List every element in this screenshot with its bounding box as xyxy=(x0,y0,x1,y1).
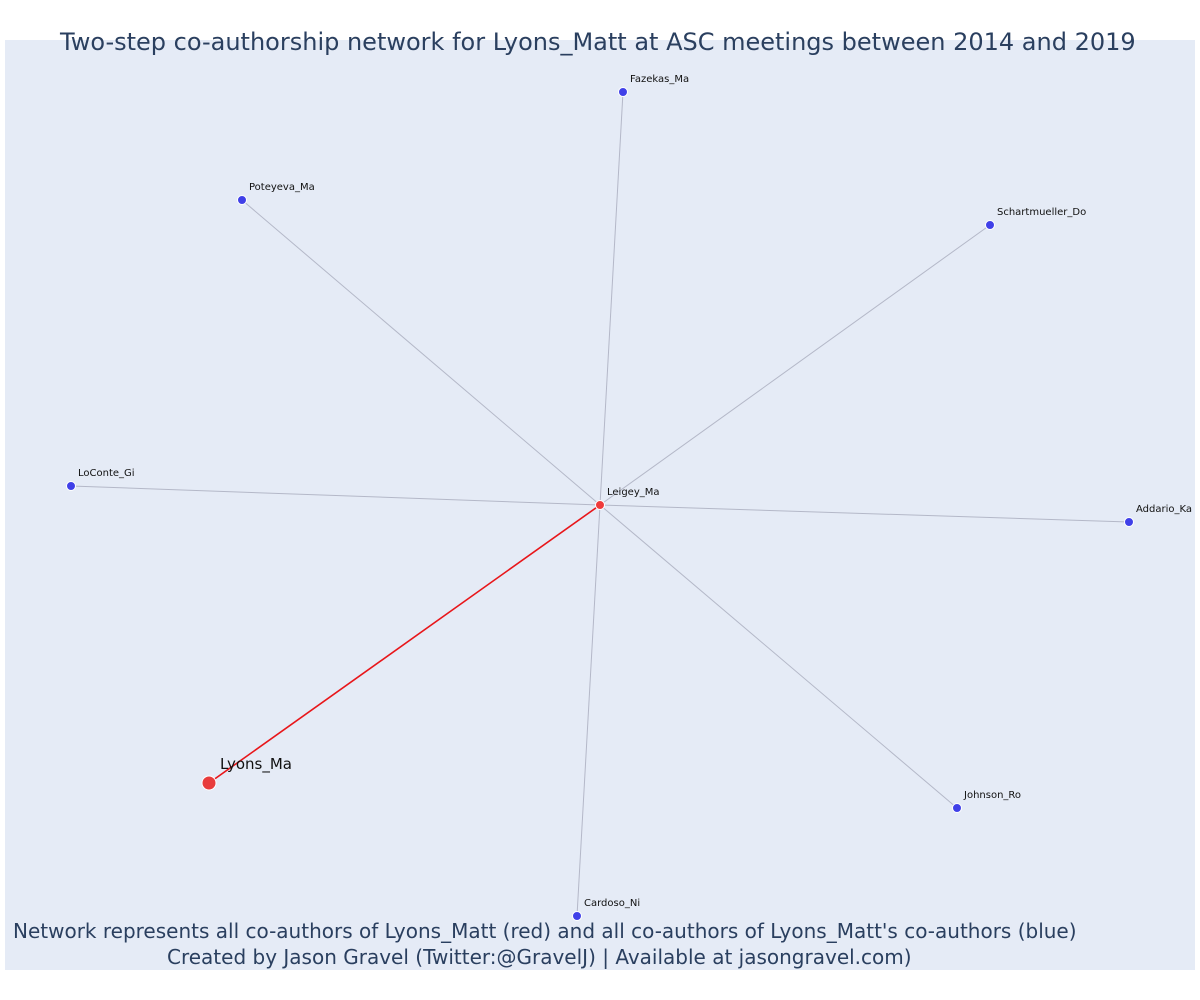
node-Poteyeva_Ma[interactable] xyxy=(237,195,247,205)
node-label-Fazekas_Ma: Fazekas_Ma xyxy=(630,74,689,85)
node-label-Cardoso_Ni: Cardoso_Ni xyxy=(584,898,640,909)
edge-Leigey_Ma-Fazekas_Ma xyxy=(599,91,624,506)
node-label-Lyons_Ma: Lyons_Ma xyxy=(220,755,292,774)
caption-line-2: Created by Jason Gravel (Twitter:@Gravel… xyxy=(167,945,912,969)
caption-line-1: Network represents all co-authors of Lyo… xyxy=(13,919,1077,943)
node-Fazekas_Ma[interactable] xyxy=(618,87,628,97)
edge-Leigey_Ma-Johnson_Ro xyxy=(599,504,958,809)
node-label-Addario_Ka: Addario_Ka xyxy=(1136,504,1192,515)
edge-Lyons_Ma-Leigey_Ma xyxy=(208,504,601,784)
plot-area: Lyons_Ma Leigey_Ma Fazekas_Ma Poteyeva_Ma Sc… xyxy=(5,40,1195,970)
chart-title: Two-step co-authorship network for Lyons… xyxy=(60,28,1136,56)
edge-Leigey_Ma-Cardoso_Ni xyxy=(576,504,601,917)
node-Lyons_Ma[interactable] xyxy=(201,775,217,791)
node-Johnson_Ro[interactable] xyxy=(952,803,962,813)
node-label-Leigey_Ma: Leigey_Ma xyxy=(607,487,660,498)
edge-Leigey_Ma-Schartmueller_Do xyxy=(599,224,991,506)
node-label-Poteyeva_Ma: Poteyeva_Ma xyxy=(249,182,315,193)
node-Leigey_Ma[interactable] xyxy=(595,500,605,510)
node-label-Schartmueller_Do: Schartmueller_Do xyxy=(997,207,1086,218)
edges-layer xyxy=(70,91,1130,917)
nodes-layer xyxy=(66,87,1134,921)
node-LoConte_Gi[interactable] xyxy=(66,481,76,491)
node-label-Johnson_Ro: Johnson_Ro xyxy=(963,790,1021,801)
edge-Leigey_Ma-LoConte_Gi xyxy=(70,485,601,506)
edge-Leigey_Ma-Addario_Ka xyxy=(599,504,1130,523)
node-label-LoConte_Gi: LoConte_Gi xyxy=(78,468,135,479)
edge-Leigey_Ma-Poteyeva_Ma xyxy=(241,199,601,506)
node-Schartmueller_Do[interactable] xyxy=(985,220,995,230)
node-Addario_Ka[interactable] xyxy=(1124,517,1134,527)
node-Cardoso_Ni[interactable] xyxy=(572,911,582,921)
labels-layer: Lyons_Ma Leigey_Ma Fazekas_Ma Poteyeva_Ma Sc… xyxy=(78,74,1192,909)
network-graph: Lyons_Ma Leigey_Ma Fazekas_Ma Poteyeva_Ma Sc… xyxy=(66,74,1192,921)
